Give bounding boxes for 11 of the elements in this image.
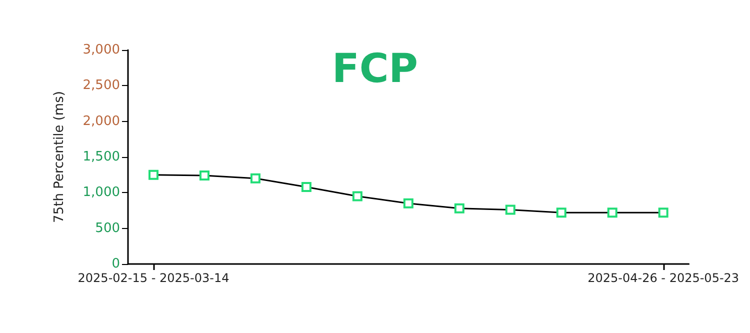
chart-title: FCP	[332, 46, 418, 92]
x-tick-label: 2025-02-15 - 2025-03-14	[78, 271, 230, 285]
y-tick-label: 3,000	[82, 42, 120, 58]
y-tick-label: 1,500	[82, 150, 120, 164]
y-tick-label: 2,500	[82, 78, 120, 94]
y-tick-label: 1,000	[82, 185, 120, 200]
y-tick-label: 500	[95, 220, 120, 236]
y-tick-label: 0	[112, 256, 120, 272]
y-tick-label: 2,000	[82, 114, 120, 129]
x-tick-label: 2025-04-26 - 2025-05-23	[588, 271, 740, 285]
y-axis-title: 75th Percentile (ms)	[52, 91, 67, 223]
